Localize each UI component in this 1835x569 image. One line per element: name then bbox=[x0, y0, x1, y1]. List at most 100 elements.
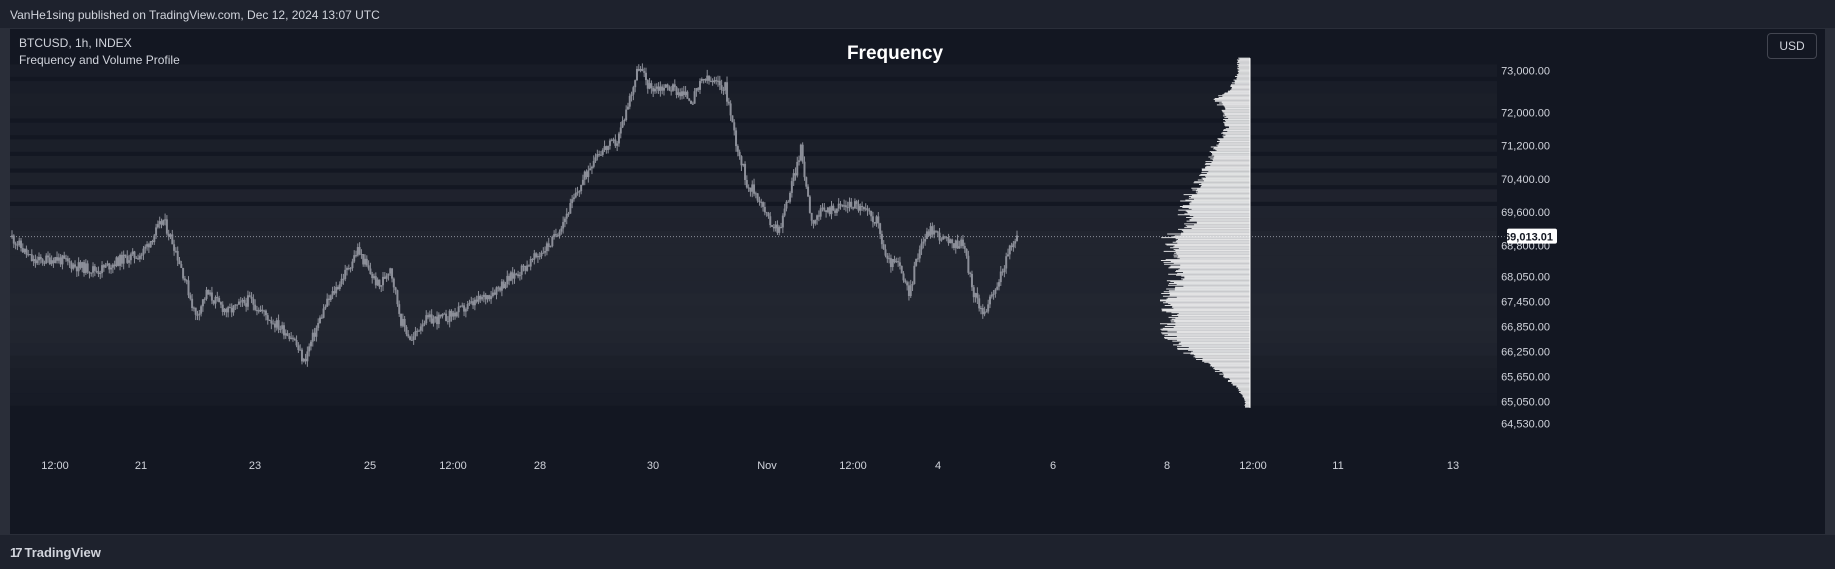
candle-body bbox=[16, 244, 19, 246]
candle-body bbox=[753, 184, 756, 194]
candle-body bbox=[762, 202, 765, 207]
candle-body bbox=[718, 80, 721, 86]
candle-body bbox=[59, 257, 62, 265]
candle-body bbox=[846, 207, 849, 209]
candle-body bbox=[90, 272, 93, 274]
candle-body bbox=[671, 84, 674, 91]
candle-body bbox=[648, 83, 651, 89]
candle-body bbox=[336, 286, 339, 290]
candle-body bbox=[913, 265, 916, 284]
x-axis-tick-label: Nov bbox=[757, 460, 777, 472]
candle-body bbox=[904, 280, 907, 283]
price-chart[interactable]: 73,000.00 72,000.00 71,200.00 70,400.00 69,6… bbox=[10, 29, 1826, 535]
candle-body bbox=[839, 203, 842, 205]
candle-body bbox=[50, 260, 53, 265]
candle-body bbox=[524, 265, 527, 271]
y-axis-tick-label: 65,650.00 bbox=[1501, 372, 1550, 384]
candle-body bbox=[446, 321, 449, 323]
candle-body bbox=[549, 246, 552, 248]
candle-body bbox=[808, 196, 811, 213]
x-axis-tick-label: 11 bbox=[1332, 460, 1343, 472]
candle-body bbox=[185, 280, 188, 282]
tradingview-brand[interactable]: 17 TradingView bbox=[10, 545, 101, 560]
candle-body bbox=[167, 233, 170, 237]
candle-body bbox=[981, 307, 984, 315]
candle-body bbox=[171, 234, 174, 245]
candle-body bbox=[63, 255, 66, 259]
candle-body bbox=[327, 298, 330, 301]
candle-body bbox=[12, 235, 15, 244]
candle-body bbox=[898, 262, 901, 266]
publisher-text: VanHe1sing published on TradingView.com,… bbox=[10, 8, 380, 22]
candle-body bbox=[738, 151, 741, 157]
x-axis-tick-label: 30 bbox=[647, 460, 659, 472]
candle-body bbox=[927, 231, 930, 236]
candle-body bbox=[473, 299, 476, 306]
candle-body bbox=[448, 310, 451, 322]
candle-body bbox=[315, 327, 318, 337]
candle-body bbox=[293, 338, 296, 341]
candle-body bbox=[852, 207, 855, 209]
candle-body bbox=[495, 287, 498, 295]
candle-body bbox=[441, 313, 444, 317]
candle-body bbox=[378, 279, 381, 287]
profile-band bbox=[10, 243, 1497, 256]
candle-body bbox=[183, 278, 186, 281]
candle-body bbox=[146, 244, 149, 247]
candle-body bbox=[160, 221, 163, 225]
candle-body bbox=[133, 251, 136, 258]
candle-body bbox=[810, 212, 813, 221]
candle-body bbox=[996, 286, 999, 290]
candle-body bbox=[212, 300, 215, 304]
candle-body bbox=[675, 87, 678, 96]
candle-body bbox=[151, 240, 154, 243]
candle-body bbox=[488, 295, 491, 300]
candle-body bbox=[850, 201, 853, 208]
currency-button[interactable]: USD bbox=[1767, 33, 1817, 59]
candle-body bbox=[205, 289, 208, 299]
candle-body bbox=[218, 298, 221, 303]
chart-title: Frequency bbox=[846, 43, 944, 64]
candle-body bbox=[936, 231, 939, 233]
candle-body bbox=[300, 349, 303, 362]
profile-band bbox=[10, 255, 1497, 269]
candle-body bbox=[594, 157, 597, 162]
candle-body bbox=[79, 262, 82, 268]
candle-body bbox=[502, 281, 505, 289]
candle-body bbox=[933, 230, 936, 235]
profile-band bbox=[10, 81, 1497, 93]
candle-body bbox=[610, 139, 613, 141]
candle-body bbox=[967, 255, 970, 273]
candle-body bbox=[455, 312, 458, 317]
candle-body bbox=[744, 163, 747, 181]
candle-body bbox=[565, 213, 568, 219]
candle-body bbox=[342, 278, 345, 280]
candle-body bbox=[405, 326, 408, 335]
candle-body bbox=[673, 84, 676, 88]
candle-body bbox=[97, 271, 100, 275]
candle-body bbox=[470, 301, 473, 303]
candle-body bbox=[1014, 241, 1017, 244]
candle-body bbox=[922, 241, 925, 244]
candle-body bbox=[511, 272, 514, 279]
candle-body bbox=[241, 299, 244, 302]
candle-body bbox=[598, 154, 601, 156]
candle-body bbox=[21, 248, 24, 253]
candle-body bbox=[785, 201, 788, 209]
candle-body bbox=[608, 140, 611, 146]
candle-body bbox=[468, 302, 471, 305]
y-axis-tick-label: 73,000.00 bbox=[1501, 66, 1550, 78]
candle-body bbox=[830, 205, 833, 215]
candle-body bbox=[843, 205, 846, 207]
candle-body bbox=[320, 317, 323, 319]
chart-pane[interactable]: 73,000.00 72,000.00 71,200.00 70,400.00 69,6… bbox=[9, 28, 1826, 535]
candle-body bbox=[574, 192, 577, 198]
candle-body bbox=[391, 268, 394, 279]
candle-body bbox=[859, 206, 862, 211]
candle-body bbox=[997, 282, 1000, 287]
candle-body bbox=[639, 68, 642, 71]
candle-body bbox=[497, 287, 500, 289]
candle-body bbox=[666, 84, 669, 87]
candle-body bbox=[34, 259, 37, 264]
candle-body bbox=[781, 215, 784, 228]
